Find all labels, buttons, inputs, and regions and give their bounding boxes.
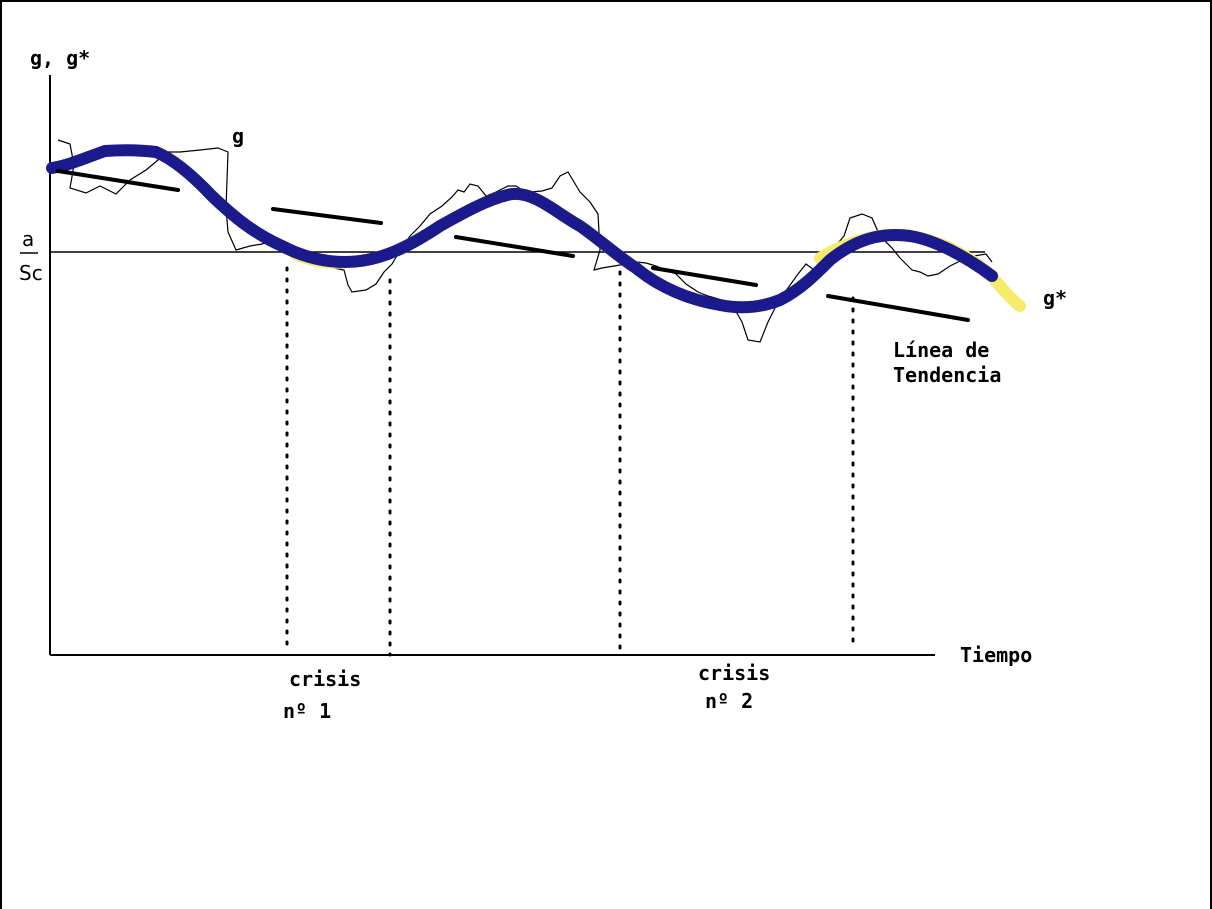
crisis-2-label-line-1: crisis bbox=[698, 661, 770, 685]
crisis-1-label-line-1: crisis bbox=[289, 667, 361, 691]
trend-segment-3 bbox=[454, 235, 575, 258]
ratio-label: a Sc bbox=[19, 227, 43, 285]
x-axis-label: Tiempo bbox=[960, 643, 1032, 667]
crisis-1-label: crisis nº 1 bbox=[283, 667, 361, 723]
ratio-denominator: Sc bbox=[19, 261, 43, 285]
g-star-curve-label: g* bbox=[1043, 286, 1067, 310]
crisis-2-label-line-2: nº 2 bbox=[705, 689, 753, 713]
trend-segment-1 bbox=[56, 169, 180, 192]
trend-line-label: Línea de Tendencia bbox=[893, 338, 1001, 387]
trend-segments bbox=[56, 169, 970, 322]
g-star-curve bbox=[46, 144, 998, 314]
trend-segment-5 bbox=[826, 294, 970, 322]
crisis-markers bbox=[285, 266, 855, 657]
g-curve-label: g bbox=[232, 124, 244, 148]
trend-segment-2 bbox=[271, 207, 383, 225]
crisis-2-label: crisis nº 2 bbox=[698, 661, 770, 713]
trend-line-label-line-1: Línea de bbox=[893, 338, 989, 362]
ratio-numerator: a bbox=[22, 227, 34, 251]
y-axis-label: g, g* bbox=[30, 46, 90, 70]
crisis-1-label-line-2: nº 1 bbox=[283, 699, 331, 723]
trend-line-label-line-2: Tendencia bbox=[893, 363, 1001, 387]
trend-segment-4 bbox=[651, 266, 758, 287]
